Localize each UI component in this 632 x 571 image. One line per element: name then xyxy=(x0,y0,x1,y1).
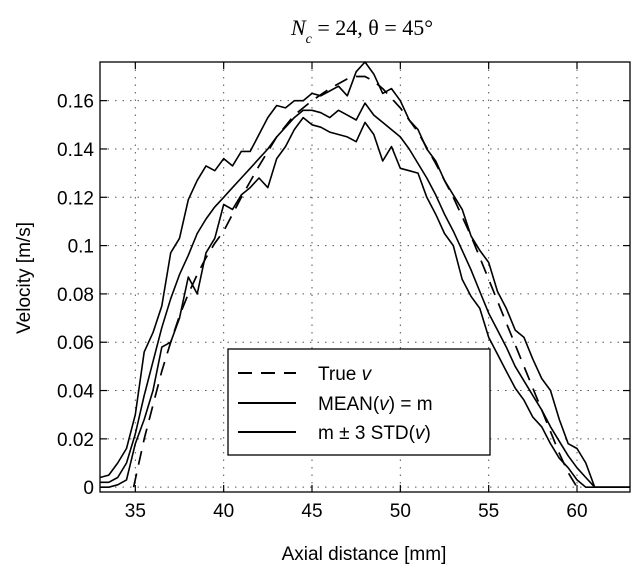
y-tick-label: 0.04 xyxy=(57,382,94,403)
legend-label-std: m ± 3 STD(v) xyxy=(318,423,431,444)
title-variable: N xyxy=(290,15,307,40)
mean-velocity-line xyxy=(100,102,630,489)
y-tick-label: 0.08 xyxy=(57,285,94,306)
true-velocity-line xyxy=(132,75,578,488)
axis-ticks: 35 40 45 50 55 60 0 0.02 0.04 0.06 0.08 0.1 0.12 0.14… xyxy=(57,62,630,522)
y-tick-label: 0.16 xyxy=(57,92,94,113)
x-tick-label: 45 xyxy=(301,501,322,522)
x-tick-label: 60 xyxy=(566,501,587,522)
x-tick-label: 50 xyxy=(390,501,411,522)
title-rest: = 24, θ = 45° xyxy=(312,15,433,40)
series-lines xyxy=(99,61,630,489)
chart-title: Nc = 24, θ = 45° xyxy=(290,15,433,47)
y-axis-label: Velocity [m/s] xyxy=(14,222,35,334)
y-tick-label: 0.02 xyxy=(57,430,94,451)
legend-label-mean: MEAN(v) = m xyxy=(318,394,433,415)
lower-std-bound-line xyxy=(100,116,630,489)
y-tick-label: 0.14 xyxy=(57,140,94,161)
legend-label-true: True v xyxy=(318,364,373,385)
legend: True v MEAN(v) = m m ± 3 STD(v) xyxy=(227,348,491,456)
plot-frame xyxy=(99,61,631,493)
x-tick-label: 55 xyxy=(478,501,499,522)
title-subscript: c xyxy=(306,32,313,47)
y-tick-label: 0.1 xyxy=(68,237,94,258)
x-axis-label: Axial distance [mm] xyxy=(282,544,447,565)
y-tick-label: 0 xyxy=(83,478,94,499)
x-tick-label: 35 xyxy=(125,501,146,522)
y-tick-label: 0.06 xyxy=(57,333,94,354)
x-tick-label: 40 xyxy=(213,501,234,522)
y-tick-label: 0.12 xyxy=(57,188,94,209)
